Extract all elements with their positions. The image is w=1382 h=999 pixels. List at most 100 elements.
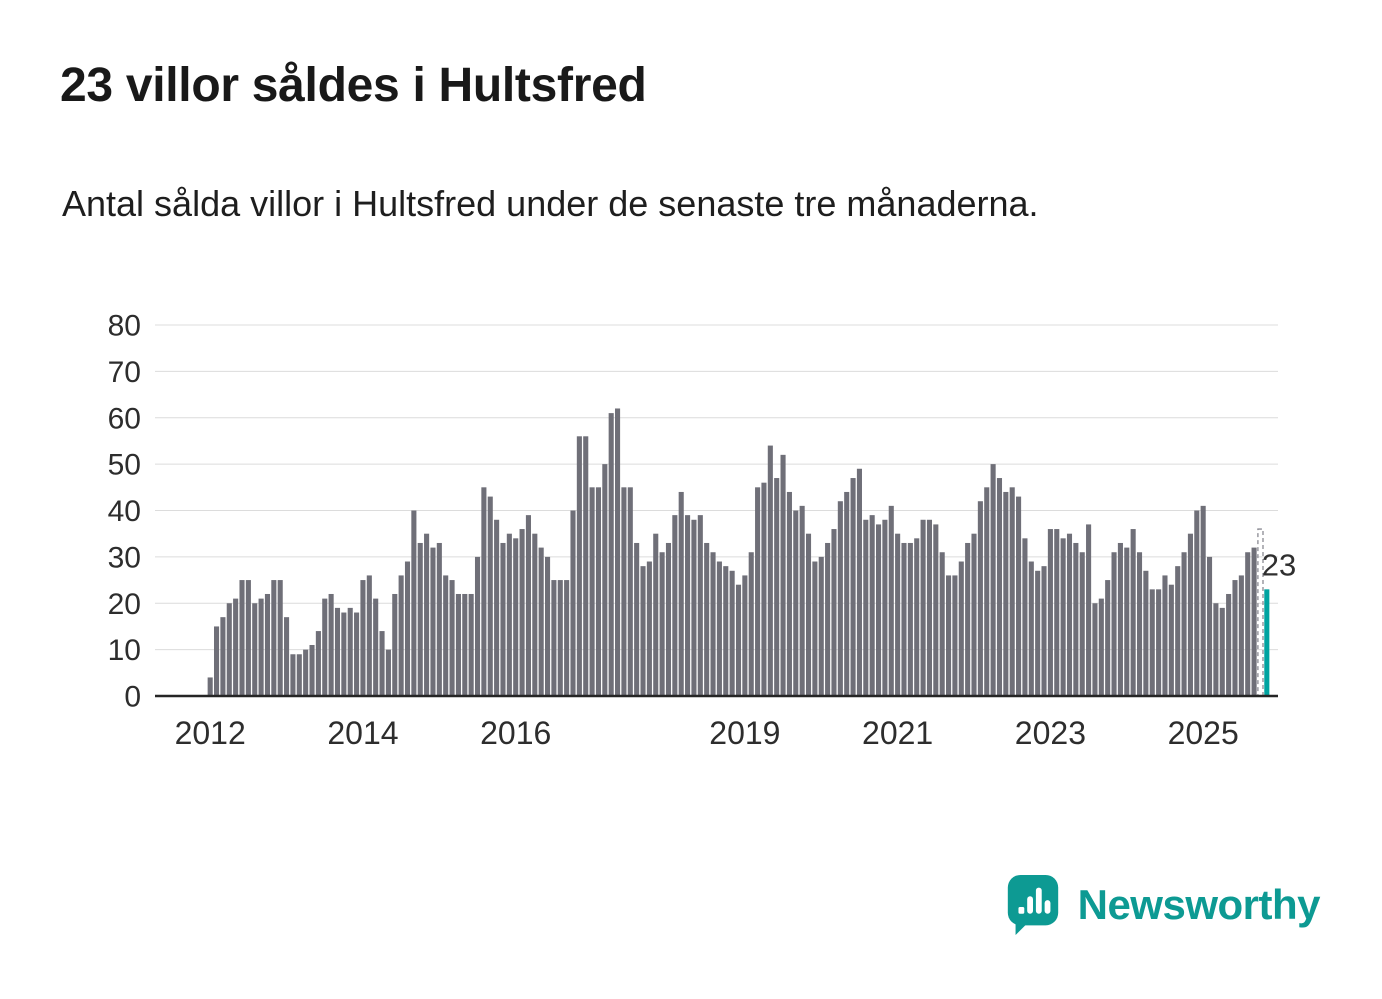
bar [984, 487, 990, 696]
bar [1251, 547, 1257, 696]
bar [506, 533, 512, 696]
bar [1136, 552, 1143, 696]
bar [799, 505, 805, 696]
bar [729, 570, 735, 696]
bar [1245, 552, 1251, 696]
bar [678, 491, 684, 696]
bar [430, 547, 436, 696]
bar [1156, 589, 1162, 696]
bar [774, 478, 780, 696]
bar [831, 529, 837, 696]
bar [990, 464, 996, 696]
bar [290, 654, 296, 696]
bar [793, 510, 799, 696]
bar [869, 515, 875, 696]
bar [1047, 529, 1053, 696]
bar [780, 454, 786, 696]
bar [1187, 533, 1193, 696]
bar [926, 519, 933, 696]
bar [1066, 533, 1073, 696]
bar [1206, 556, 1213, 696]
bar [697, 515, 703, 696]
bar [621, 487, 627, 696]
bar [226, 603, 232, 696]
x-axis-tick-label: 2016 [480, 715, 551, 751]
bar [933, 524, 939, 696]
bar [424, 533, 430, 696]
bar [519, 529, 525, 696]
y-axis-tick-label: 70 [108, 356, 141, 389]
bar [1175, 566, 1181, 696]
bar [443, 575, 449, 696]
bar [1035, 570, 1041, 696]
bar [379, 631, 385, 696]
bar [1079, 552, 1085, 696]
bar [946, 575, 952, 696]
bar [755, 487, 761, 696]
y-axis-tick-label: 50 [108, 449, 141, 482]
bar [570, 510, 576, 696]
bar [710, 552, 716, 696]
bar [640, 566, 646, 696]
bar [965, 542, 971, 696]
bar [245, 580, 251, 696]
bar [385, 649, 391, 696]
bar [284, 617, 290, 696]
bar [996, 478, 1003, 696]
bar [888, 505, 894, 696]
bar [487, 496, 493, 696]
bar [500, 542, 506, 696]
bar [296, 654, 302, 696]
bar [691, 519, 697, 696]
bar [392, 593, 398, 696]
bar [907, 542, 913, 696]
bar [373, 598, 379, 696]
bar [474, 556, 481, 696]
bar [685, 515, 691, 696]
bar [748, 552, 754, 696]
bar [1073, 542, 1079, 696]
bar [735, 584, 742, 696]
bar [818, 556, 824, 696]
bar [436, 542, 442, 696]
bar [952, 575, 958, 696]
bar [1232, 580, 1238, 696]
bar [1149, 589, 1155, 696]
bar [1200, 505, 1206, 696]
x-axis-tick-label: 2019 [709, 715, 780, 751]
y-axis-tick-label: 80 [108, 310, 141, 343]
last-value-annotation: 23 [1262, 547, 1296, 582]
bar [462, 593, 468, 696]
bar [557, 580, 563, 696]
bar [653, 533, 659, 696]
bar [1009, 487, 1015, 696]
bar [576, 436, 582, 696]
bar [1016, 496, 1022, 696]
bar [1022, 538, 1028, 696]
y-axis-tick-label: 0 [124, 681, 141, 714]
bar [468, 593, 474, 696]
bar [615, 408, 621, 696]
bar [844, 491, 850, 696]
bar [220, 617, 226, 696]
bar [1124, 547, 1130, 696]
newsworthy-logo: Newsworthy [1002, 872, 1321, 938]
bar [334, 607, 341, 696]
bar [366, 575, 372, 696]
bar [863, 519, 869, 696]
bar [1060, 538, 1066, 696]
y-axis-tick-label: 40 [108, 495, 141, 528]
bar [850, 478, 856, 696]
x-axis-tick-label: 2014 [327, 715, 398, 751]
bar [665, 542, 672, 696]
bar [411, 510, 417, 696]
bar [417, 542, 423, 696]
bar [1130, 529, 1136, 696]
bar [939, 552, 945, 696]
bar [532, 533, 538, 696]
bar [716, 561, 722, 696]
bar [214, 626, 220, 696]
bar [723, 566, 729, 696]
bar [309, 644, 315, 696]
bar [602, 464, 608, 696]
